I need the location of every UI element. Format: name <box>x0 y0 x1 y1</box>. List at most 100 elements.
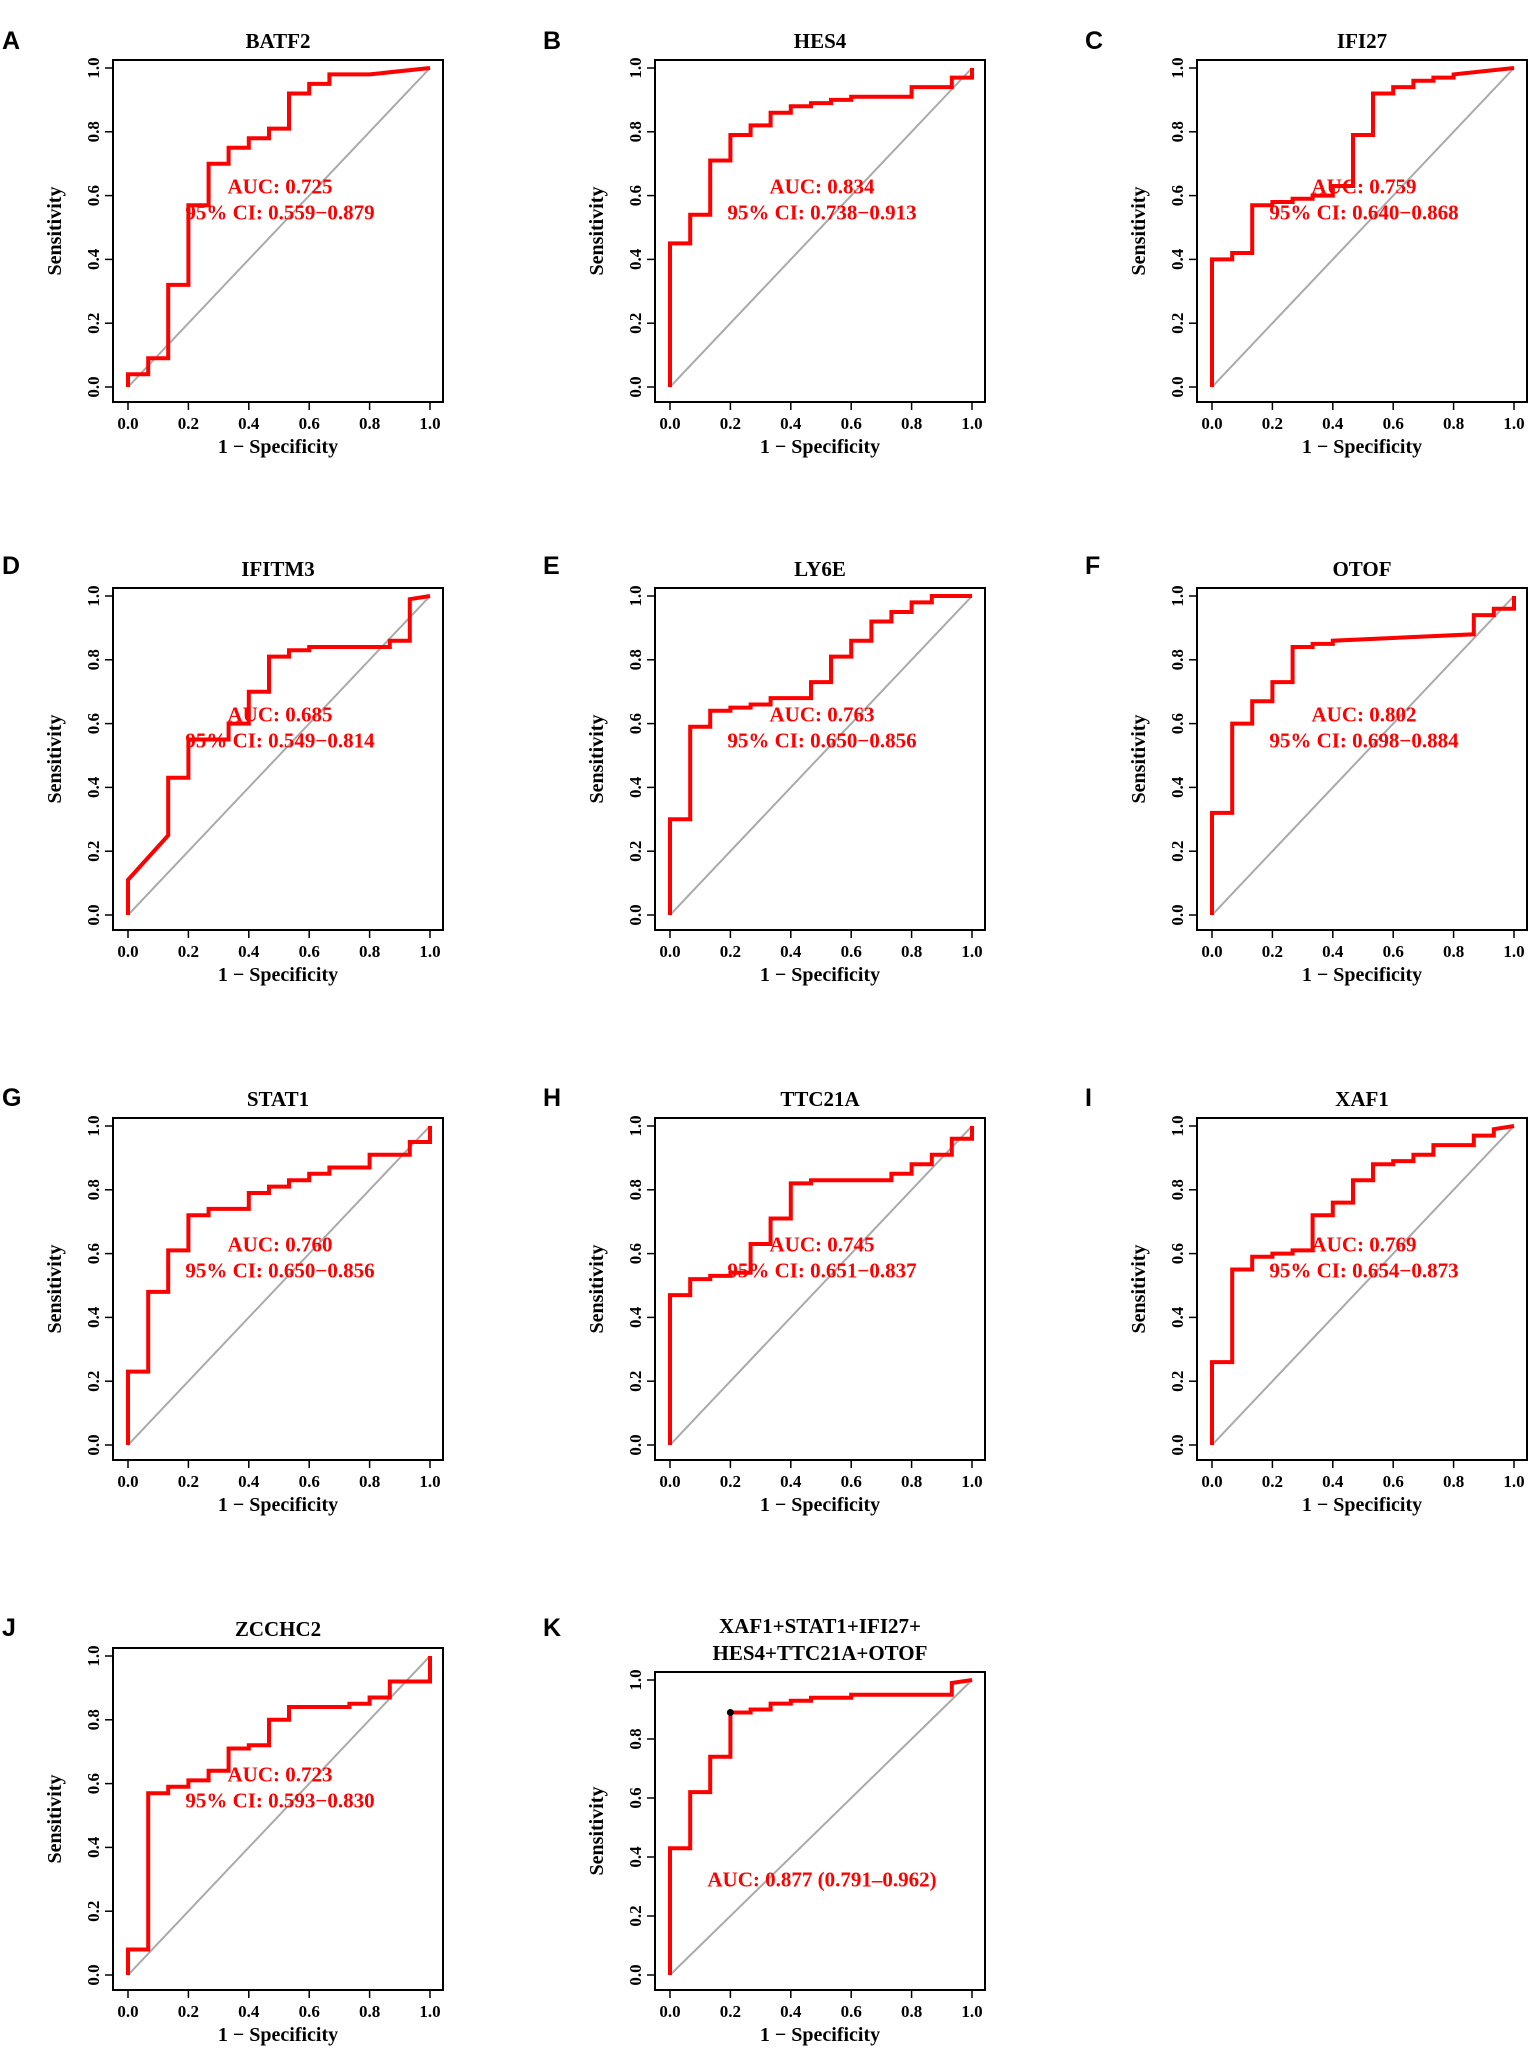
plot-frame <box>112 59 444 403</box>
plot-frame <box>654 587 986 931</box>
x-tick-label: 0.8 <box>901 942 922 961</box>
x-tick-label: 0.8 <box>1443 1472 1464 1491</box>
x-tick-label: 0.8 <box>901 414 922 433</box>
plot-frame <box>1196 59 1528 403</box>
x-tick-label: 1.0 <box>1503 414 1524 433</box>
x-tick-label: 1.0 <box>419 2002 440 2021</box>
x-tick-label: 0.6 <box>299 2002 320 2021</box>
y-tick-label: 0.0 <box>1168 904 1187 925</box>
plot-frame <box>654 1117 986 1461</box>
y-axis-label: Sensitivity <box>586 1245 608 1334</box>
y-tick-label: 0.6 <box>1168 185 1187 206</box>
x-axis-label: 1 − Specificity <box>760 2024 880 2046</box>
auc-annotation: 95% CI: 0.651−0.837 <box>727 1258 916 1282</box>
x-tick-label: 0.4 <box>238 942 260 961</box>
y-tick-label: 0.8 <box>1168 1179 1187 1200</box>
x-tick-label: 1.0 <box>1503 1472 1524 1491</box>
auc-annotation: 95% CI: 0.593−0.830 <box>185 1788 374 1812</box>
x-tick-label: 0.0 <box>1201 1472 1222 1491</box>
auc-annotation: AUC: 0.725 <box>228 174 333 198</box>
x-tick-label: 0.8 <box>1443 942 1464 961</box>
y-tick-label: 0.4 <box>626 776 645 798</box>
x-tick-label: 0.6 <box>1383 1472 1404 1491</box>
x-tick-label: 0.6 <box>841 2002 862 2021</box>
x-tick-label: 0.2 <box>720 2002 741 2021</box>
auc-annotation: 95% CI: 0.650−0.856 <box>185 1258 374 1282</box>
x-tick-label: 0.4 <box>1322 942 1344 961</box>
reference-diagonal <box>127 67 431 388</box>
auc-annotation: AUC: 0.763 <box>770 702 875 726</box>
x-tick-label: 0.4 <box>780 2002 802 2021</box>
roc-curve <box>1210 66 1515 387</box>
auc-annotation: AUC: 0.723 <box>228 1762 333 1786</box>
x-tick-label: 0.0 <box>117 1472 138 1491</box>
panel-letter: E <box>543 552 560 580</box>
auc-annotation: AUC: 0.759 <box>1312 174 1417 198</box>
y-tick-label: 0.2 <box>84 313 103 334</box>
y-tick-label: 0.2 <box>1168 841 1187 862</box>
panel-title: HES4+TTC21A+OTOF <box>713 1641 928 1665</box>
x-tick-label: 1.0 <box>419 414 440 433</box>
y-tick-label: 0.2 <box>626 313 645 334</box>
y-tick-label: 0.0 <box>84 1964 103 1985</box>
roc-panel-e: E LY6E 0.0 0.2 0.4 0.6 0.8 1.0 0.0 0.2 0.4 0.6 0.8 1.… <box>543 552 986 986</box>
panel-letter: B <box>543 27 561 55</box>
panel-title: STAT1 <box>247 1087 309 1111</box>
y-axis-label: Sensitivity <box>586 1787 608 1876</box>
x-tick-label: 0.6 <box>841 1472 862 1491</box>
y-axis-label: Sensitivity <box>1128 187 1150 276</box>
x-tick-label: 0.4 <box>238 414 260 433</box>
x-tick-label: 0.8 <box>901 2002 922 2021</box>
panel-letter: G <box>2 1084 21 1112</box>
x-tick-label: 0.8 <box>359 414 380 433</box>
y-tick-label: 0.6 <box>1168 1243 1187 1264</box>
auc-annotation: AUC: 0.745 <box>770 1232 875 1256</box>
x-tick-label: 0.2 <box>1262 414 1283 433</box>
roc-panel-j: J ZCCHC2 0.0 0.2 0.4 0.6 0.8 1.0 0.0 0.2 0.4 0.6 0.8… <box>2 1614 444 2046</box>
y-axis-label: Sensitivity <box>44 1775 66 1864</box>
x-tick-label: 1.0 <box>419 1472 440 1491</box>
y-tick-label: 0.6 <box>626 185 645 206</box>
y-tick-label: 0.2 <box>84 1901 103 1922</box>
x-tick-label: 0.8 <box>901 1472 922 1491</box>
panel-letter: F <box>1085 552 1100 580</box>
auc-annotation: 95% CI: 0.650−0.856 <box>727 728 916 752</box>
y-tick-label: 0.6 <box>84 1243 103 1264</box>
roc-panel-h: H TTC21A 0.0 0.2 0.4 0.6 0.8 1.0 0.0 0.2 0.4 0.6 0.8… <box>543 1084 986 1516</box>
panel-title: BATF2 <box>246 29 311 53</box>
y-tick-label: 0.4 <box>1168 776 1187 798</box>
reference-diagonal <box>669 595 973 916</box>
y-tick-label: 0.4 <box>84 1836 103 1858</box>
y-tick-label: 0.4 <box>1168 248 1187 270</box>
auc-annotation: AUC: 0.685 <box>228 702 333 726</box>
x-tick-label: 0.4 <box>1322 1472 1344 1491</box>
panel-title: LY6E <box>794 557 846 581</box>
reference-diagonal <box>669 1125 973 1446</box>
x-tick-label: 0.4 <box>780 414 802 433</box>
auc-annotation: AUC: 0.834 <box>770 174 875 198</box>
roc-curve <box>668 1678 973 1975</box>
y-tick-label: 1.0 <box>84 57 103 78</box>
panel-title: XAF1+STAT1+IFI27+ <box>719 1614 921 1638</box>
y-tick-label: 0.8 <box>1168 649 1187 670</box>
x-tick-label: 0.0 <box>117 942 138 961</box>
x-tick-label: 0.0 <box>659 1472 680 1491</box>
y-tick-label: 1.0 <box>1168 585 1187 606</box>
x-axis-label: 1 − Specificity <box>1302 1494 1422 1516</box>
y-tick-label: 0.8 <box>626 649 645 670</box>
y-tick-label: 0.2 <box>626 1371 645 1392</box>
plot-frame <box>654 59 986 403</box>
y-tick-label: 0.6 <box>84 185 103 206</box>
y-tick-label: 1.0 <box>1168 1115 1187 1136</box>
y-tick-label: 1.0 <box>626 57 645 78</box>
x-tick-label: 0.6 <box>1383 414 1404 433</box>
x-tick-label: 0.6 <box>841 942 862 961</box>
y-tick-label: 0.8 <box>84 649 103 670</box>
x-tick-label: 0.4 <box>238 1472 260 1491</box>
x-tick-label: 0.4 <box>1322 414 1344 433</box>
x-tick-label: 0.0 <box>117 2002 138 2021</box>
y-tick-label: 0.0 <box>626 1434 645 1455</box>
x-tick-label: 0.2 <box>178 414 199 433</box>
auc-annotation: AUC: 0.760 <box>228 1232 333 1256</box>
